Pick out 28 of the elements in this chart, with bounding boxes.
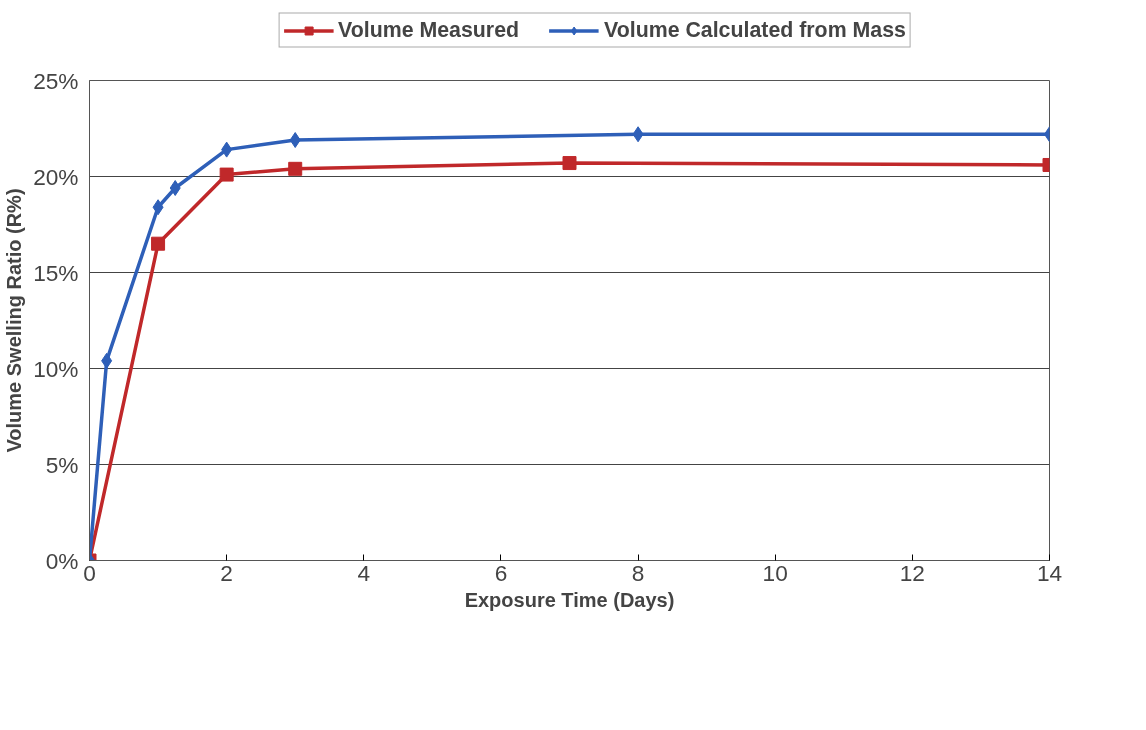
y-tick-label: 20%	[33, 163, 79, 190]
point	[151, 236, 166, 251]
x-tick-label: 12	[899, 559, 925, 586]
y-tick-label: 15%	[33, 259, 79, 286]
point	[169, 180, 181, 197]
y-tick-label: 10%	[33, 355, 79, 382]
point	[152, 199, 164, 216]
point	[632, 126, 644, 143]
x-tick-label: 0	[83, 559, 96, 586]
x-tick-label: 4	[357, 559, 371, 586]
y-axis-title: Volume Swelling Ratio (R%)	[3, 188, 26, 453]
point	[289, 132, 301, 149]
y-tick-label: 25%	[33, 67, 79, 94]
point	[288, 161, 303, 176]
x-tick-label: 14	[1036, 559, 1063, 586]
x-tick-label: 6	[494, 559, 508, 586]
x-tick-label: 10	[762, 559, 788, 586]
point	[101, 352, 113, 369]
x-tick-label: 8	[631, 559, 645, 586]
point	[219, 167, 234, 182]
x-axis-title: Exposure Time (Days)	[464, 588, 675, 611]
point	[221, 141, 233, 158]
y-tick-label: 5%	[45, 451, 79, 478]
legend-label: Volume Calculated from Mass	[604, 17, 906, 43]
legend-label: Volume Measured	[338, 17, 520, 43]
x-tick-label: 2	[220, 559, 233, 586]
point	[562, 156, 577, 171]
y-tick-label: 0%	[45, 547, 79, 574]
